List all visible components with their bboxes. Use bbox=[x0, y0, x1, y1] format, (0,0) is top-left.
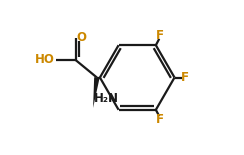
Text: F: F bbox=[156, 113, 164, 126]
Text: F: F bbox=[180, 71, 188, 84]
Polygon shape bbox=[93, 77, 100, 108]
Text: F: F bbox=[156, 29, 164, 42]
Text: HO: HO bbox=[34, 53, 54, 66]
Text: O: O bbox=[76, 31, 86, 44]
Text: H₂N: H₂N bbox=[94, 92, 119, 105]
